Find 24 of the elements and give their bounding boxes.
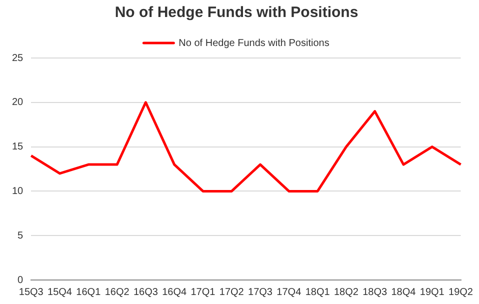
y-tick-label: 15 (12, 142, 24, 153)
chart-title: No of Hedge Funds with Positions (114, 4, 358, 22)
x-tick-label: 18Q4 (391, 286, 416, 298)
x-tick-label: 15Q3 (18, 286, 44, 298)
x-tick-label: 15Q4 (48, 286, 72, 298)
y-tick-label: 25 (12, 52, 24, 64)
x-tick-label: 18Q2 (334, 286, 359, 298)
x-tick-label: 18Q3 (362, 286, 388, 298)
x-tick-label: 18Q1 (305, 286, 330, 298)
y-tick-label: 10 (12, 186, 24, 197)
x-tick-label: 16Q4 (162, 286, 188, 298)
y-tick-label: 0 (18, 274, 24, 286)
x-tick-label: 19Q2 (448, 286, 474, 298)
y-tick-label: 5 (18, 230, 24, 242)
y-tick-label: 20 (12, 97, 24, 108)
x-tick-label: 17Q4 (276, 286, 302, 298)
x-tick-label: 17Q2 (219, 286, 244, 298)
x-tick-label: 17Q1 (190, 286, 216, 298)
x-tick-label: 17Q3 (248, 286, 273, 298)
x-tick-label: 16Q2 (104, 286, 130, 298)
x-tick-label: 16Q1 (76, 286, 102, 298)
x-tick-label: 16Q3 (133, 286, 158, 298)
legend-label: No of Hedge Funds with Positions (178, 38, 330, 49)
x-tick-label: 19Q1 (420, 286, 445, 298)
